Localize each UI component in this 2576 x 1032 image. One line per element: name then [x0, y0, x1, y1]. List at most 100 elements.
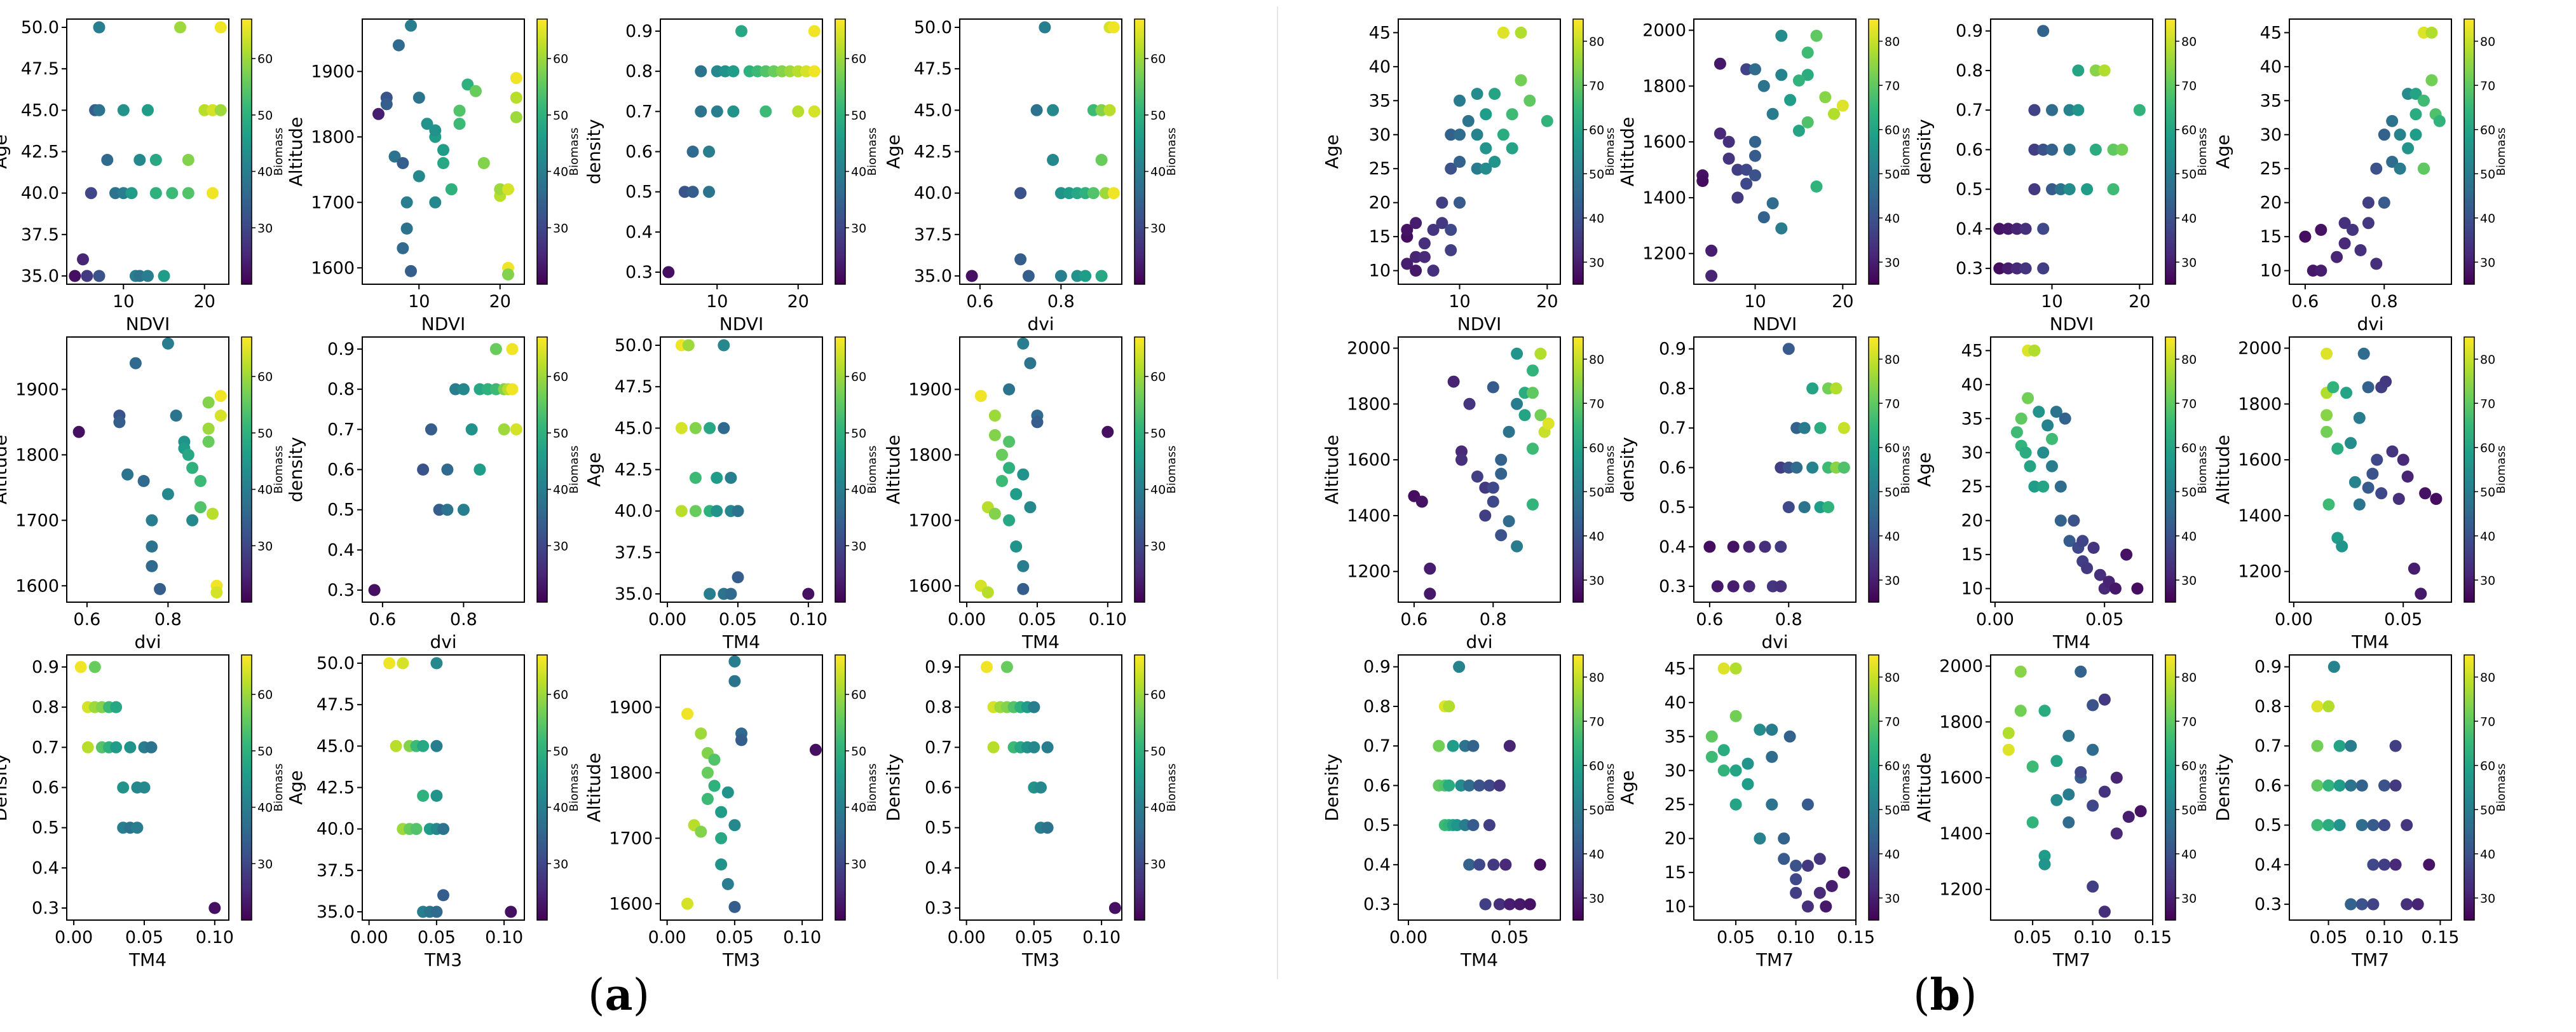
colorbar-tick-label: 50 [851, 427, 866, 441]
scatter-point [2019, 446, 2032, 459]
scatter-point [2311, 779, 2324, 792]
scatter-point [1801, 69, 1814, 81]
axes-frame [2289, 336, 2452, 603]
y-axis-label: density [1617, 437, 1638, 502]
scatter-point [400, 196, 413, 209]
scatter-point [2050, 406, 2062, 418]
scatter-point [1515, 26, 1527, 39]
scatter-point [430, 740, 443, 752]
colorbar-tick-label: 80 [1589, 671, 1604, 685]
scatter-point [2038, 705, 2051, 717]
scatter-point [2037, 446, 2050, 459]
scatter-point [146, 540, 158, 553]
scatter-point [721, 786, 734, 799]
scatter-point [732, 571, 744, 584]
scatter-point [2333, 740, 2346, 752]
colorbar-bar [1572, 18, 1584, 285]
y-tick-label: 0.6 [327, 460, 355, 480]
y-tick-label: 1900 [609, 698, 653, 717]
scatter-point [506, 383, 519, 396]
colorbar-label: Biomass [2196, 128, 2209, 176]
colorbar-tick-label: 50 [1589, 485, 1604, 499]
scatter-point [1778, 832, 1790, 845]
scatter-point [2133, 104, 2146, 116]
colorbar-tick-label: 70 [1589, 79, 1604, 93]
scatter-point [93, 104, 106, 116]
y-tick-label: 30 [1961, 443, 1983, 463]
x-tick-label: 0.00 [1389, 928, 1428, 947]
scatter-point [1722, 153, 1735, 165]
colorbar-tick-label: 70 [2181, 715, 2197, 729]
colorbar-tick-label: 70 [1884, 79, 1900, 93]
scatter-point [1087, 187, 1100, 200]
scatter-point [2046, 143, 2058, 156]
y-tick-label: 0.5 [2254, 816, 2282, 836]
colorbar-bar [2165, 18, 2176, 285]
scatter-point [2322, 819, 2335, 832]
x-tick-label: 0.6 [369, 610, 396, 630]
colorbar-tick-label: 50 [2181, 803, 2197, 817]
scatter-point [1463, 858, 1476, 871]
scatter-point [1079, 270, 1092, 282]
scatter-point [2107, 143, 2120, 156]
colorbar-tick-label: 40 [1589, 530, 1604, 544]
scatter-point [2322, 779, 2335, 792]
x-axis-label: TM7 [2052, 949, 2090, 970]
y-tick-label: 1200 [1347, 562, 1391, 582]
x-axis-label: TM3 [722, 949, 760, 970]
colorbar-tick-label: 80 [1589, 353, 1604, 367]
scatter-point [2098, 785, 2111, 798]
y-tick-label: 15 [2260, 227, 2282, 247]
subplot-b-8: 0.00 0.05 1200 1400 1600 1800 2000 TM4 Altitude 3… [2212, 336, 2508, 652]
y-tick-label: 0.7 [625, 102, 653, 121]
colorbar-tick-label: 40 [1150, 483, 1166, 497]
colorbar-tick-label: 30 [851, 857, 866, 871]
colorbar-label: Biomass [866, 446, 879, 494]
scatter-point [1424, 588, 1436, 600]
scatter-point [145, 741, 158, 753]
scatter-point [121, 468, 134, 481]
scatter-point [465, 423, 478, 436]
scatter-point [689, 422, 702, 434]
scatter-point [489, 343, 502, 355]
colorbar-label: Biomass [1899, 764, 1912, 812]
colorbar-bar [1572, 654, 1584, 921]
y-tick-label: 0.9 [327, 340, 355, 359]
scatter-point [457, 383, 470, 396]
x-tick-label: 0.10 [196, 928, 234, 947]
scatter-point [1445, 244, 1457, 256]
scatter-point [1790, 886, 1803, 899]
y-tick-label: 50.0 [21, 18, 59, 38]
colorbar: 30 40 50 60 70 80 Biomass [2464, 18, 2508, 285]
scatter-point [1778, 853, 1790, 865]
scatter-point [2107, 183, 2120, 196]
scatter-point [453, 118, 466, 130]
colorbar-tick-label: 80 [2181, 353, 2197, 367]
scatter-point [498, 423, 510, 436]
scatter-point [2038, 858, 2051, 870]
scatter-point [1003, 462, 1016, 474]
scatter-point [149, 187, 162, 200]
y-tick-label: 1600 [1642, 132, 1686, 152]
scatter-point [987, 741, 1000, 753]
scatter-point [2345, 779, 2357, 792]
scatter-point [214, 390, 227, 402]
scatter-point [208, 902, 221, 914]
panel-label-a: (a) [588, 970, 650, 1021]
scatter-point [372, 107, 385, 120]
scatter-point [2072, 104, 2085, 116]
scatter-point [390, 740, 402, 752]
y-tick-label: 0.3 [625, 263, 653, 282]
scatter-point [725, 472, 737, 484]
subplot-b-5: 0.6 0.8 1200 1400 1600 1800 2000 dvi Altitude 30 4… [1321, 336, 1617, 652]
scatter-point [72, 425, 85, 438]
colorbar-label: Biomass [866, 128, 879, 176]
scatter-point [2401, 898, 2413, 911]
scatter-point [1028, 741, 1040, 753]
y-tick-label: 0.8 [32, 698, 59, 717]
x-tick-label: 0.05 [1717, 928, 1755, 947]
subplot-a-4: 0.6 0.8 35.0 37.5 40.0 42.5 45.0 47.5 50.0 dvi Age… [883, 18, 1178, 334]
colorbar: 30 40 50 60 Biomass [241, 18, 285, 285]
y-tick-label: 47.5 [21, 59, 59, 79]
scatter-point [1714, 127, 1726, 140]
